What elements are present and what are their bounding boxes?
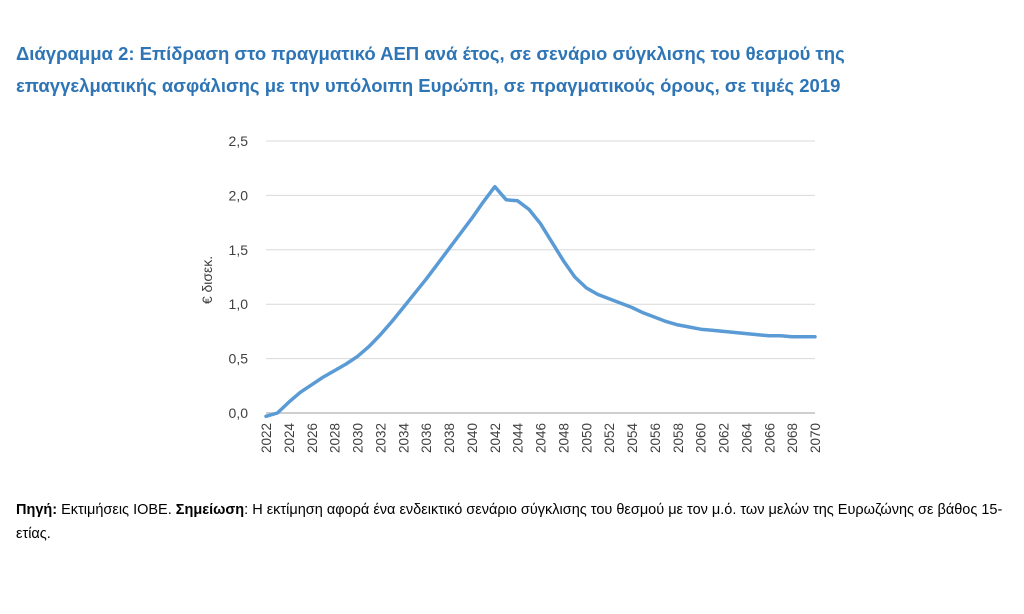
series-layer bbox=[264, 184, 817, 419]
y-axis-label: € δισεκ. bbox=[199, 256, 215, 304]
x-tick-label: 2024 bbox=[282, 423, 297, 454]
y-tick-label: 2,0 bbox=[229, 187, 249, 203]
x-tick-label: 2068 bbox=[785, 423, 800, 453]
x-tick-label: 2038 bbox=[442, 423, 457, 453]
x-tick-label: 2050 bbox=[579, 423, 594, 453]
gridlines bbox=[266, 140, 815, 360]
line-chart: 0,00,51,01,52,02,5 2022 2024 2026 2028 2030 2… bbox=[199, 133, 823, 454]
y-tick-label: 2,5 bbox=[229, 133, 249, 149]
x-axis: 2022 2024 2026 2028 2030 2032 2034 2036 2038 2040… bbox=[259, 412, 823, 454]
source-text: Εκτιμήσεις ΙΟΒΕ. bbox=[57, 502, 176, 518]
x-tick-label: 2070 bbox=[808, 423, 823, 453]
x-tick-label: 2054 bbox=[625, 423, 640, 454]
x-tick-label: 2056 bbox=[648, 423, 663, 453]
x-tick-label: 2036 bbox=[419, 423, 434, 453]
x-tick-label: 2034 bbox=[396, 423, 411, 454]
y-tick-label: 1,0 bbox=[229, 296, 249, 312]
x-tick-label: 2042 bbox=[488, 423, 503, 453]
y-axis: 0,0 0,5 1,0 1,5 2,0 2,5 bbox=[229, 133, 249, 421]
y-tick-label: 0,5 bbox=[229, 351, 249, 367]
chart-title-line-1: Διάγραμμα 2: Επίδραση στο πραγματικό ΑΕΠ… bbox=[16, 43, 845, 64]
note-label: Σημείωση bbox=[175, 502, 245, 518]
series-line-1 bbox=[264, 184, 817, 419]
x-tick-label: 2062 bbox=[717, 423, 732, 453]
x-tick-label: 2040 bbox=[465, 423, 480, 453]
x-tick-label: 2046 bbox=[534, 423, 549, 453]
x-tick-label: 2052 bbox=[602, 423, 617, 453]
x-tick-label: 2044 bbox=[511, 423, 526, 454]
x-tick-label: 2022 bbox=[259, 423, 274, 453]
y-tick-label: 1,5 bbox=[229, 242, 249, 258]
x-tick-label: 2060 bbox=[694, 423, 709, 453]
source-label: Πηγή: bbox=[16, 502, 58, 518]
chart-title: Διάγραμμα 2: Επίδραση στο πραγματικό ΑΕΠ… bbox=[16, 38, 1012, 102]
chart-title-line-2: επαγγελματικής ασφάλισης με την υπόλοιπη… bbox=[16, 75, 841, 96]
x-tick-label: 2058 bbox=[671, 423, 686, 453]
x-tick-label: 2066 bbox=[762, 423, 777, 453]
x-tick-label: 2030 bbox=[351, 423, 366, 453]
x-tick-label: 2064 bbox=[739, 423, 754, 454]
x-tick-label: 2032 bbox=[373, 423, 388, 453]
x-tick-label: 2028 bbox=[328, 423, 343, 453]
y-tick-label: 0,0 bbox=[229, 405, 249, 421]
x-tick-label: 2026 bbox=[305, 423, 320, 453]
source-note: Πηγή: Εκτιμήσεις ΙΟΒΕ. Σημείωση: Η εκτίμ… bbox=[16, 498, 1012, 546]
note-text: : Η εκτίμηση αφορά ένα ενδεικτικό σενάρι… bbox=[16, 502, 1003, 542]
x-tick-label: 2048 bbox=[556, 423, 571, 453]
